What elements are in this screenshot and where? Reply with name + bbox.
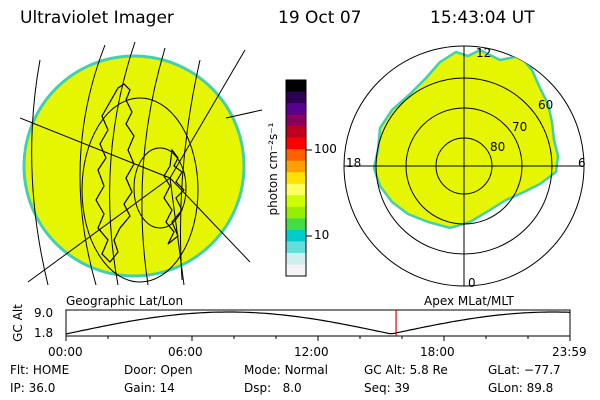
gain-value: 14	[159, 381, 175, 395]
door-label: Door:	[124, 363, 157, 377]
colorbar-band	[286, 241, 306, 254]
ip-value: 36.0	[28, 381, 56, 395]
colorbar-band	[286, 149, 306, 162]
coastline	[95, 83, 135, 263]
xtick-1800: 18:00	[420, 345, 455, 359]
seq-label: Seq:	[364, 381, 391, 395]
dsp-value: 8.0	[282, 381, 302, 395]
glat-value: −77.7	[523, 363, 561, 377]
ip-label: IP:	[10, 381, 25, 395]
mode-field: Mode: Normal	[244, 363, 328, 377]
colorbar-band	[286, 80, 306, 93]
xtick-0000: 00:00	[48, 345, 83, 359]
time-label: 15:43:04 UT	[430, 8, 535, 28]
gcalt-value: 5.8 Re	[409, 363, 448, 377]
colorbar-band	[286, 206, 306, 219]
polar-grid	[344, 46, 584, 286]
geographic-panel	[20, 41, 263, 285]
altitude-ylabel: GC Alt	[11, 304, 25, 342]
colorbar-unit-label: photon cm⁻²s⁻¹	[266, 122, 280, 216]
colorbar-band	[286, 160, 306, 173]
colorbar-band	[286, 114, 306, 127]
colorbar-band	[286, 252, 306, 265]
glat-label: GLat:	[488, 363, 521, 377]
xtick-1200: 12:00	[294, 345, 329, 359]
colorbar-band	[286, 183, 306, 196]
flt-label: Flt:	[10, 363, 29, 377]
colorbar	[285, 79, 312, 277]
xtick-0600: 06:00	[168, 345, 203, 359]
glat-field: GLat: −77.7	[488, 363, 561, 377]
date-label: 19 Oct 07	[278, 8, 362, 28]
altitude-ytick-bottom: 1.8	[34, 326, 54, 340]
glon-value: 89.8	[526, 381, 554, 395]
colorbar-frame	[285, 79, 307, 277]
geographic-caption: Geographic Lat/Lon	[66, 294, 184, 308]
xtick-2359: 23:59	[552, 345, 587, 359]
dsp-field: Dsp: 8.0	[244, 381, 302, 395]
altitude-plot-frame	[65, 309, 571, 337]
lat-label-80: 80	[490, 140, 506, 154]
dsp-label: Dsp:	[244, 381, 272, 395]
colorbar-band	[286, 229, 306, 242]
mlt-label-right: 6	[578, 156, 586, 170]
seq-field: Seq: 39	[364, 381, 410, 395]
colorbar-band	[286, 103, 306, 116]
instrument-title: Ultraviolet Imager	[20, 8, 174, 28]
colorbar-band	[286, 172, 306, 185]
altitude-curve	[65, 311, 571, 335]
glon-field: GLon: 89.8	[488, 381, 553, 395]
gain-field: Gain: 14	[124, 381, 175, 395]
colorbar-band	[286, 195, 306, 208]
gcalt-field: GC Alt: 5.8 Re	[364, 363, 448, 377]
door-value: Open	[160, 363, 193, 377]
colorbar-label-100: 100	[314, 142, 337, 156]
colorbar-band	[286, 218, 306, 231]
geographic-grid	[20, 41, 251, 285]
colorbar-band	[286, 137, 306, 150]
colorbar-band	[286, 91, 306, 104]
mode-value: Normal	[284, 363, 328, 377]
coastline-east	[163, 148, 185, 245]
mlt-label-top: 12	[476, 46, 492, 60]
door-field: Door: Open	[124, 363, 193, 377]
mode-label: Mode:	[244, 363, 281, 377]
auroral-disk	[22, 54, 246, 278]
lat-label-60: 60	[538, 98, 554, 112]
colorbar-band	[286, 264, 306, 277]
apex-caption: Apex MLat/MLT	[424, 294, 514, 308]
altitude-plot	[65, 309, 571, 341]
mlt-polar-panel	[343, 45, 585, 287]
gcalt-label: GC Alt:	[364, 363, 406, 377]
mlt-label-bottom: 0	[468, 276, 476, 290]
seq-value: 39	[394, 381, 410, 395]
flt-value: HOME	[32, 363, 70, 377]
gain-label: Gain:	[124, 381, 156, 395]
ip-field: IP: 36.0	[10, 381, 55, 395]
flt-field: Flt: HOME	[10, 363, 69, 377]
glon-label: GLon:	[488, 381, 523, 395]
colorbar-label-10: 10	[314, 228, 330, 242]
mlt-label-left: 18	[346, 156, 362, 170]
colorbar-band	[286, 126, 306, 139]
altitude-ytick-top: 9.0	[34, 306, 54, 320]
lat-label-70: 70	[512, 120, 528, 134]
